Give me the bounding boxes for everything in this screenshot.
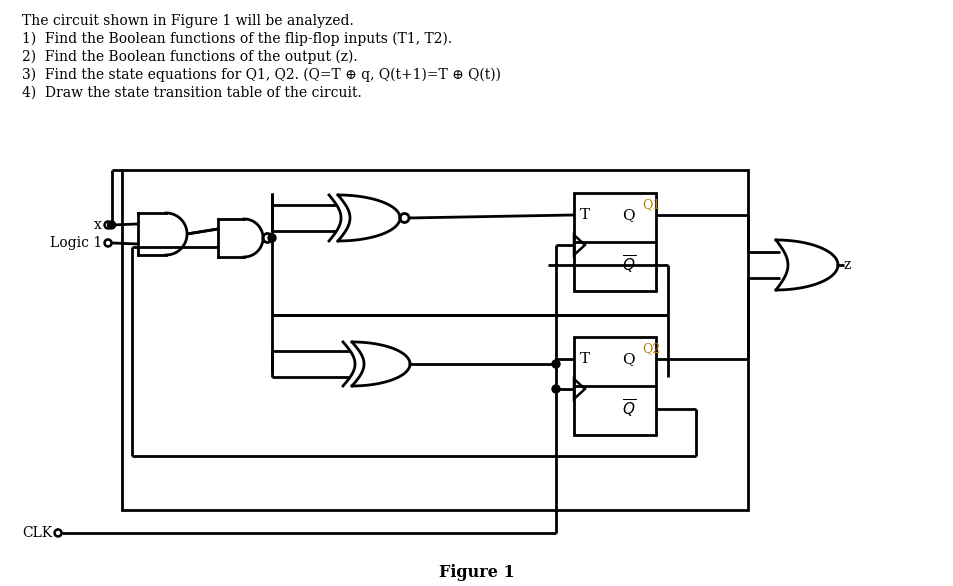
- Text: The circuit shown in Figure 1 will be analyzed.: The circuit shown in Figure 1 will be an…: [22, 14, 354, 28]
- Text: 3)  Find the state equations for Q1, Q2. (Q=T ⊕ q, Q(t+1)=T ⊕ Q(t)): 3) Find the state equations for Q1, Q2. …: [22, 68, 500, 83]
- Bar: [574, 193, 656, 291]
- Text: $\overline{Q}$: $\overline{Q}$: [621, 254, 636, 276]
- Text: T: T: [579, 208, 590, 222]
- Text: Logic 1: Logic 1: [50, 236, 102, 250]
- Text: Q2: Q2: [641, 342, 659, 356]
- Circle shape: [268, 234, 275, 242]
- Circle shape: [552, 360, 559, 368]
- Text: 2)  Find the Boolean functions of the output (z).: 2) Find the Boolean functions of the out…: [22, 50, 357, 64]
- Bar: [574, 337, 656, 435]
- Circle shape: [108, 221, 115, 229]
- Text: T: T: [579, 352, 590, 366]
- Circle shape: [552, 385, 559, 393]
- Text: Q: Q: [621, 208, 634, 222]
- Text: x: x: [94, 218, 102, 232]
- Text: CLK: CLK: [22, 526, 52, 540]
- Text: Figure 1: Figure 1: [438, 564, 515, 581]
- Text: Q1: Q1: [641, 199, 659, 212]
- Text: $\overline{Q}$: $\overline{Q}$: [621, 398, 636, 420]
- Text: Q: Q: [621, 352, 634, 366]
- Text: 4)  Draw the state transition table of the circuit.: 4) Draw the state transition table of th…: [22, 86, 361, 100]
- Text: 1)  Find the Boolean functions of the flip-flop inputs (T1, T2).: 1) Find the Boolean functions of the fli…: [22, 32, 452, 46]
- Text: z: z: [843, 258, 850, 272]
- Bar: [122, 170, 747, 510]
